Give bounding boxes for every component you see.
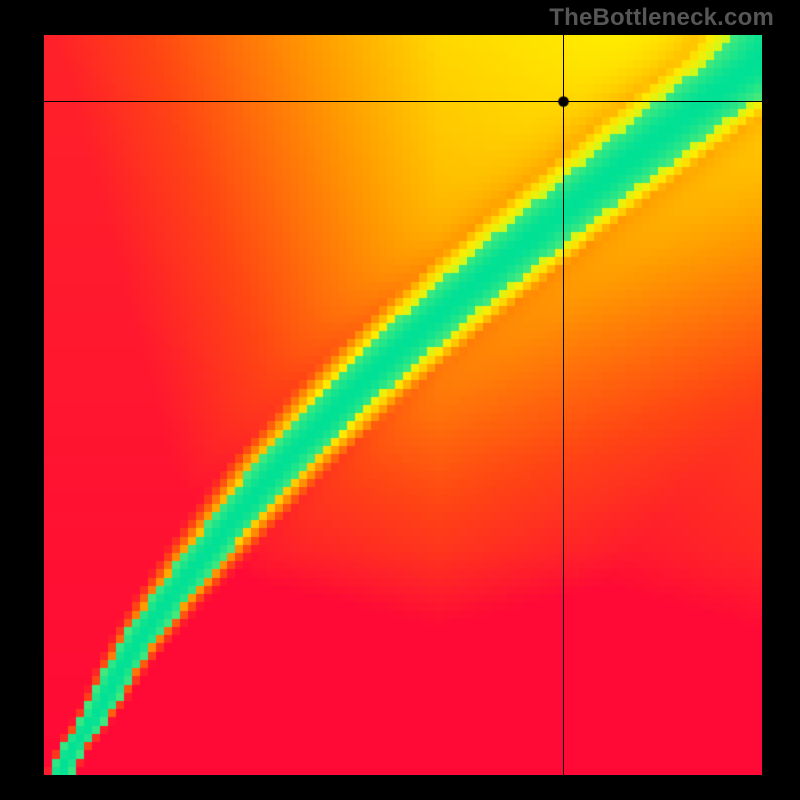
- crosshair-vertical: [563, 35, 564, 775]
- bottleneck-heatmap: [44, 35, 762, 775]
- watermark-text: TheBottleneck.com: [549, 4, 774, 32]
- crosshair-dot: [557, 95, 570, 108]
- crosshair-horizontal: [44, 101, 762, 102]
